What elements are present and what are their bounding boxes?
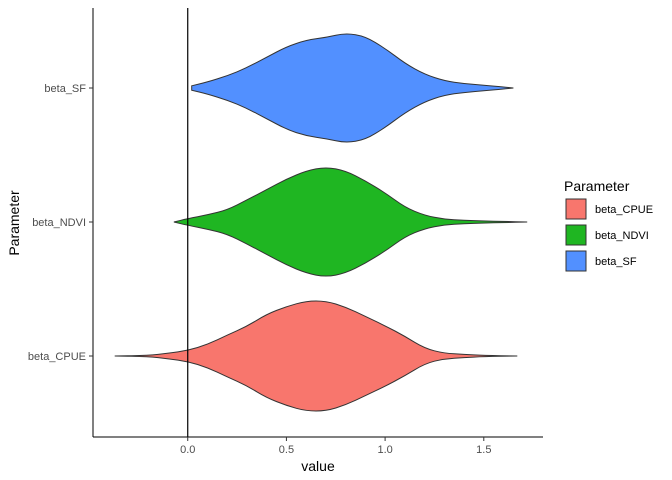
x-tick-label: 1.0 [377, 444, 392, 456]
legend-label: beta_CPUE [595, 204, 653, 216]
x-tick-label: 0.0 [180, 444, 195, 456]
legend-swatch [565, 250, 587, 272]
legend-label: beta_NDVI [595, 230, 649, 242]
y-axis-title: Parameter [6, 190, 22, 256]
x-axis-title: value [301, 458, 335, 474]
x-axis-ticks: 0.0 0.5 1.0 1.5 [180, 437, 491, 456]
legend-swatch [565, 198, 587, 220]
legend: Parameter beta_CPUE beta_NDVI beta_SF [564, 178, 653, 272]
violin-beta-ndvi [173, 167, 528, 277]
y-tick-label: beta_CPUE [28, 351, 86, 363]
x-tick-label: 1.5 [476, 444, 491, 456]
legend-title: Parameter [564, 178, 630, 194]
legend-label: beta_SF [595, 256, 637, 268]
y-tick-label: beta_SF [44, 83, 86, 95]
y-axis-ticks: beta_SF beta_NDVI beta_CPUE [28, 83, 93, 363]
violin-beta-cpue [114, 300, 518, 412]
legend-swatch [565, 224, 587, 246]
x-tick-label: 0.5 [279, 444, 294, 456]
violin-beta-sf [191, 33, 514, 143]
y-tick-label: beta_NDVI [32, 217, 86, 229]
plot-area [114, 8, 528, 437]
